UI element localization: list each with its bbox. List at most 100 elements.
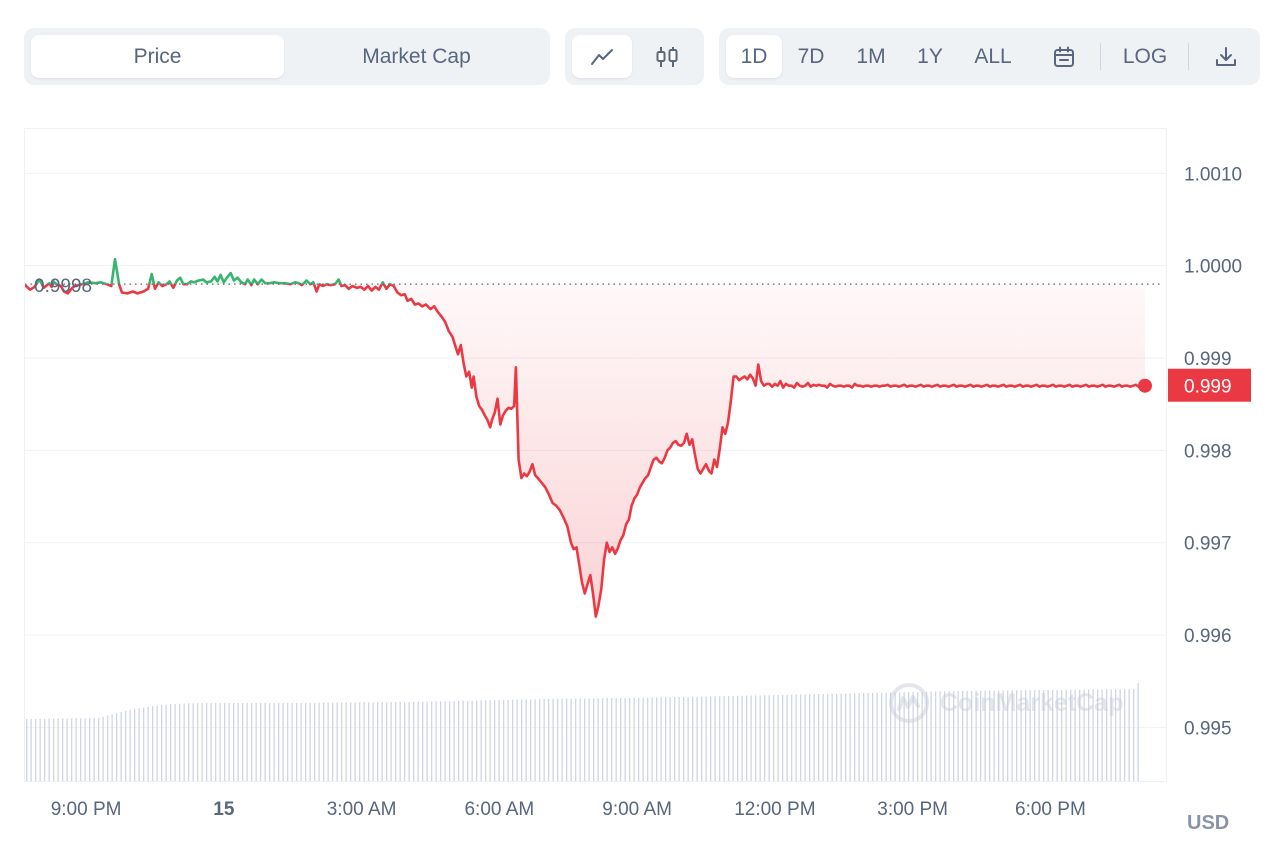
volume-bar [120, 711, 122, 781]
volume-bar [741, 695, 743, 781]
volume-bar [440, 701, 442, 781]
volume-bar [75, 718, 77, 781]
x-tick-label: 12:00 PM [734, 799, 815, 820]
tab-price[interactable]: Price [31, 35, 284, 78]
volume-bar [161, 705, 163, 781]
volume-bar [908, 692, 910, 781]
volume-bar [611, 698, 613, 781]
volume-bar [885, 692, 887, 781]
range-1y-button[interactable]: 1Y [917, 44, 943, 68]
volume-bar [435, 701, 437, 781]
volume-bar [1115, 689, 1117, 781]
y-tick-label: 0.996 [1184, 626, 1232, 647]
volume-bar [516, 699, 518, 781]
range-1m-button[interactable]: 1M [856, 44, 886, 68]
volume-bar [143, 707, 145, 781]
volume-bar [791, 694, 793, 781]
volume-bar [278, 702, 280, 781]
x-tick-label: 3:00 PM [877, 799, 948, 820]
volume-bar [962, 690, 964, 781]
volume-bar [372, 702, 374, 781]
volume-bar [989, 690, 991, 781]
volume-bar [1007, 690, 1009, 781]
price-area [25, 259, 1145, 617]
volume-bar [633, 697, 635, 781]
volume-bar [669, 697, 671, 781]
range-all-button[interactable]: ALL [974, 44, 1012, 68]
volume-bar [746, 695, 748, 781]
volume-bar [1025, 690, 1027, 781]
volume-bar [687, 696, 689, 781]
volume-bar [179, 703, 181, 781]
volume-bar [125, 710, 127, 781]
volume-bar [390, 702, 392, 781]
current-price-label: 0.999 [1184, 377, 1232, 398]
volume-bar [899, 692, 901, 781]
volume-bar [152, 706, 154, 781]
volume-bar [561, 698, 563, 781]
volume-bar [953, 691, 955, 781]
candlestick-button[interactable] [637, 35, 697, 78]
volume-bar [912, 692, 914, 781]
volume-bar [255, 703, 257, 781]
volume-bar [314, 702, 316, 781]
volume-bar [138, 708, 140, 781]
volume-bar [723, 696, 725, 781]
volume-bar [300, 702, 302, 781]
volume-bar [512, 699, 514, 781]
volume-bar [521, 699, 523, 781]
volume-bar [498, 700, 500, 781]
price-line-up [25, 257, 393, 285]
volume-bar [548, 698, 550, 781]
x-tick-label: 9:00 PM [51, 799, 122, 820]
download-button[interactable] [1201, 35, 1251, 78]
volume-bar [480, 700, 482, 781]
volume-bar [921, 691, 923, 781]
volume-bar [107, 715, 109, 781]
range-1d-button[interactable]: 1D [726, 35, 782, 78]
line-chart-icon [591, 48, 613, 65]
line-chart-button[interactable] [572, 35, 632, 78]
volume-bar [1119, 689, 1121, 781]
volume-bar [485, 700, 487, 781]
volume-bar [1133, 689, 1135, 781]
tab-market-cap[interactable]: Market Cap [362, 44, 471, 68]
volume-bar [354, 702, 356, 781]
volume-bar [233, 703, 235, 781]
volume-bar [678, 697, 680, 781]
currency-label: USD [1187, 812, 1230, 834]
volume-bar [620, 697, 622, 781]
volume-bar [1110, 689, 1112, 781]
volume-bar [156, 705, 158, 781]
volume-bar [44, 718, 46, 781]
volume-bar [732, 695, 734, 781]
volume-bar [660, 697, 662, 781]
volume-bar [224, 703, 226, 781]
volume-bar [66, 718, 68, 781]
volume-bar [858, 693, 860, 781]
y-tick-label: 0.997 [1184, 534, 1232, 555]
volume-bar [948, 691, 950, 781]
y-tick-label: 1.0000 [1184, 257, 1242, 278]
volume-bar [215, 703, 217, 781]
volume-bar [422, 701, 424, 781]
log-scale-button[interactable]: LOG [1122, 44, 1168, 68]
volume-bar [30, 718, 32, 781]
range-7d-button[interactable]: 7D [797, 44, 825, 68]
volume-bar [683, 697, 685, 781]
volume-bar [786, 694, 788, 781]
volume-bar [309, 702, 311, 781]
volume-bar [566, 698, 568, 781]
volume-bar [327, 702, 329, 781]
y-tick-label: 1.0010 [1184, 164, 1242, 185]
chart-type-group [565, 28, 704, 85]
volume-bar [444, 701, 446, 781]
volume-bar [494, 700, 496, 781]
price-line-down [25, 284, 1145, 618]
volume-bar [363, 702, 365, 781]
volume-bar [453, 700, 455, 781]
calendar-button[interactable] [1039, 35, 1089, 78]
volume-bar [242, 703, 244, 781]
x-tick-label: 3:00 AM [327, 799, 397, 820]
